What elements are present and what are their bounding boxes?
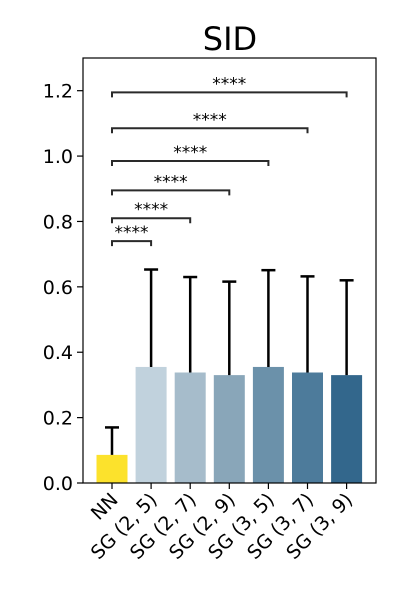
bar bbox=[252, 366, 284, 483]
significance-label: **** bbox=[134, 200, 168, 220]
significance-label: **** bbox=[193, 110, 227, 130]
y-tick-label: 0.8 bbox=[43, 211, 73, 233]
y-axis: 0.0 0.2 0.4 0.6 0.8 1.0 1.2 bbox=[43, 81, 83, 495]
bar bbox=[331, 375, 363, 483]
bar bbox=[96, 454, 128, 483]
significance-bracket bbox=[111, 91, 348, 98]
bar bbox=[135, 366, 167, 483]
y-tick-label: 1.0 bbox=[43, 146, 73, 168]
significance-bracket bbox=[111, 127, 309, 134]
significance-brackets-group: **** **** **** **** **** **** bbox=[111, 74, 348, 247]
y-tick-label: 0.2 bbox=[43, 408, 73, 430]
significance-label: **** bbox=[154, 172, 188, 192]
chart-title: SID bbox=[203, 20, 257, 58]
significance-bracket bbox=[111, 159, 270, 166]
bars-group bbox=[96, 366, 363, 483]
bar bbox=[174, 372, 206, 483]
y-tick-label: 1.2 bbox=[43, 81, 73, 103]
significance-bracket bbox=[111, 189, 231, 196]
significance-bracket bbox=[111, 240, 153, 247]
y-tick-label: 0.0 bbox=[43, 473, 73, 495]
significance-label: **** bbox=[115, 223, 149, 243]
y-tick-label: 0.4 bbox=[43, 342, 73, 364]
significance-label: **** bbox=[212, 74, 246, 94]
bar bbox=[213, 375, 245, 483]
bar bbox=[292, 372, 323, 483]
significance-bracket bbox=[111, 217, 192, 224]
error-bars-group bbox=[105, 268, 354, 455]
y-tick-label: 0.6 bbox=[43, 277, 73, 299]
significance-label: **** bbox=[173, 143, 207, 163]
